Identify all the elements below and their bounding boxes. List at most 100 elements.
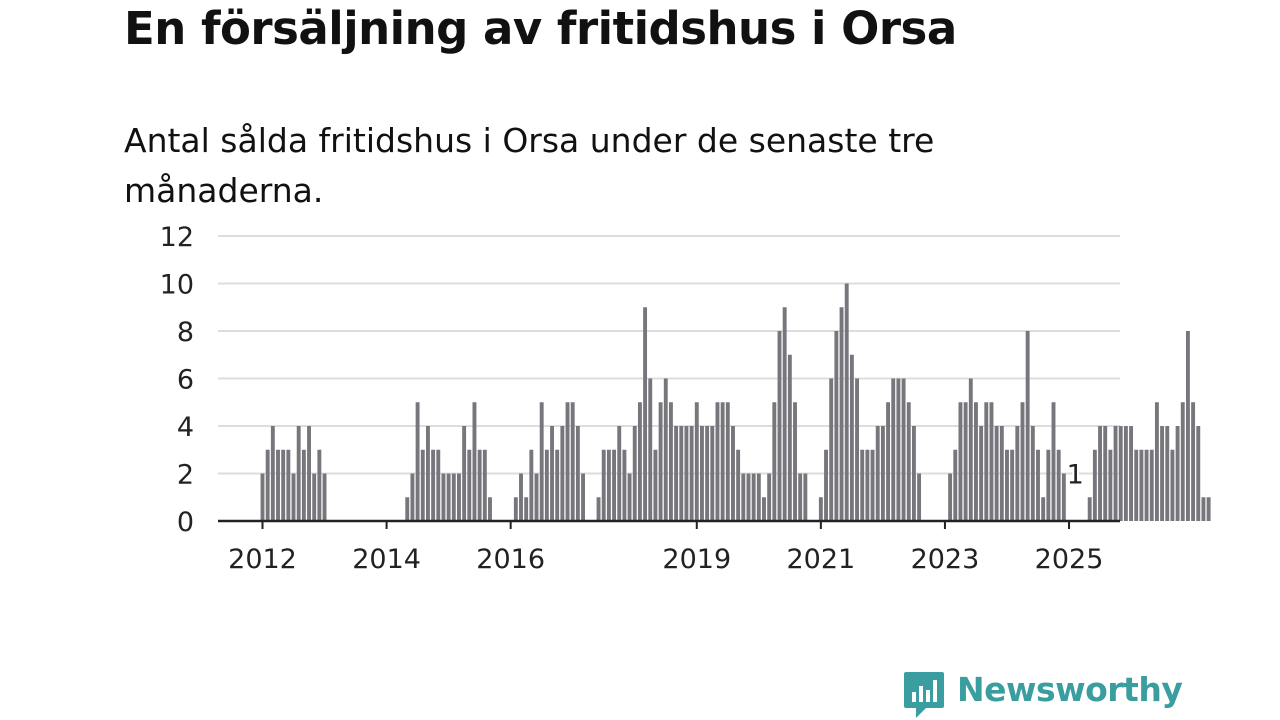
bar <box>968 378 973 521</box>
bar <box>601 449 606 521</box>
bar <box>1010 449 1015 521</box>
bar <box>1041 497 1046 521</box>
bar <box>720 402 725 521</box>
bar <box>1113 426 1118 521</box>
bar <box>1118 426 1123 521</box>
bar <box>855 378 859 521</box>
bar <box>472 402 477 521</box>
bar <box>984 402 989 521</box>
bar <box>1201 497 1206 521</box>
bar <box>570 402 575 521</box>
bar <box>488 497 492 521</box>
bar <box>886 402 891 521</box>
x-tick-label: 2016 <box>476 544 545 575</box>
bar <box>705 426 710 521</box>
y-axis-ticks: 0 2 4 6 8 10 12 <box>160 222 194 538</box>
bar <box>322 473 327 521</box>
bar <box>787 354 792 521</box>
bar <box>286 449 291 521</box>
y-tick-label: 12 <box>160 222 194 253</box>
bar <box>312 473 317 521</box>
bar <box>767 473 772 521</box>
bar <box>1020 402 1025 521</box>
bar <box>260 473 265 521</box>
bar <box>844 283 849 521</box>
bar <box>575 426 580 521</box>
bar <box>467 449 472 521</box>
bar <box>534 473 539 521</box>
bar <box>513 497 518 521</box>
bar <box>958 402 963 521</box>
bar <box>1154 402 1159 521</box>
bar <box>451 473 456 521</box>
bar <box>632 426 637 521</box>
bar <box>436 449 441 521</box>
bar <box>839 307 844 521</box>
bar <box>1129 426 1134 521</box>
bar <box>627 473 632 521</box>
bar <box>911 426 916 521</box>
newsworthy-logo-icon <box>904 672 944 718</box>
bar <box>296 426 301 521</box>
newsworthy-logo-text: Newsworthy <box>957 670 1183 709</box>
bar <box>891 378 896 521</box>
x-tick-label: 2014 <box>352 544 421 575</box>
bar <box>1160 426 1165 521</box>
bar <box>1185 331 1190 521</box>
bar-chart: 0 2 4 6 8 10 12 2012 2014 2016 2019 2021 2023 2025 1 <box>160 222 1211 575</box>
y-tick-label: 10 <box>160 270 194 301</box>
bar <box>803 473 808 521</box>
bar <box>953 449 958 521</box>
bar <box>1175 426 1180 521</box>
bar <box>1170 449 1175 521</box>
bars <box>260 283 1211 521</box>
bar <box>457 473 461 521</box>
bar <box>1180 402 1185 521</box>
bar <box>301 449 306 521</box>
bar <box>317 449 322 521</box>
bar <box>1092 449 1097 521</box>
bar <box>420 449 425 521</box>
bar <box>1056 449 1061 521</box>
bar <box>307 426 311 521</box>
bar <box>482 449 487 521</box>
bar <box>519 473 523 521</box>
bar <box>1005 449 1009 521</box>
bar <box>818 497 823 521</box>
x-tick-label: 2019 <box>662 544 731 575</box>
bar <box>860 449 865 521</box>
bar <box>963 402 968 521</box>
bar <box>917 473 922 521</box>
bar <box>1025 331 1030 521</box>
bar <box>870 449 875 521</box>
bar <box>1061 473 1066 521</box>
bar <box>1149 449 1154 521</box>
bar <box>446 473 451 521</box>
bar <box>994 426 999 521</box>
bar <box>715 402 720 521</box>
bar <box>694 402 699 521</box>
bar <box>425 426 430 521</box>
bar <box>612 449 617 521</box>
bar <box>550 426 554 521</box>
y-tick-label: 2 <box>177 460 194 491</box>
bar <box>999 426 1004 521</box>
bar <box>270 426 275 521</box>
bar <box>415 402 420 521</box>
bar <box>663 378 668 521</box>
bar <box>741 473 746 521</box>
bar <box>1015 426 1020 521</box>
y-tick-label: 6 <box>177 365 194 396</box>
bar <box>539 402 544 521</box>
chart-title: En försäljning av fritidshus i Orsa <box>124 2 957 55</box>
bar <box>974 402 978 521</box>
bar <box>1087 497 1092 521</box>
bar <box>746 473 751 521</box>
bar <box>1196 426 1201 521</box>
bar <box>441 473 446 521</box>
bar <box>462 426 467 521</box>
bar <box>710 426 715 521</box>
bar <box>410 473 415 521</box>
bar <box>544 449 549 521</box>
bar <box>1134 449 1139 521</box>
